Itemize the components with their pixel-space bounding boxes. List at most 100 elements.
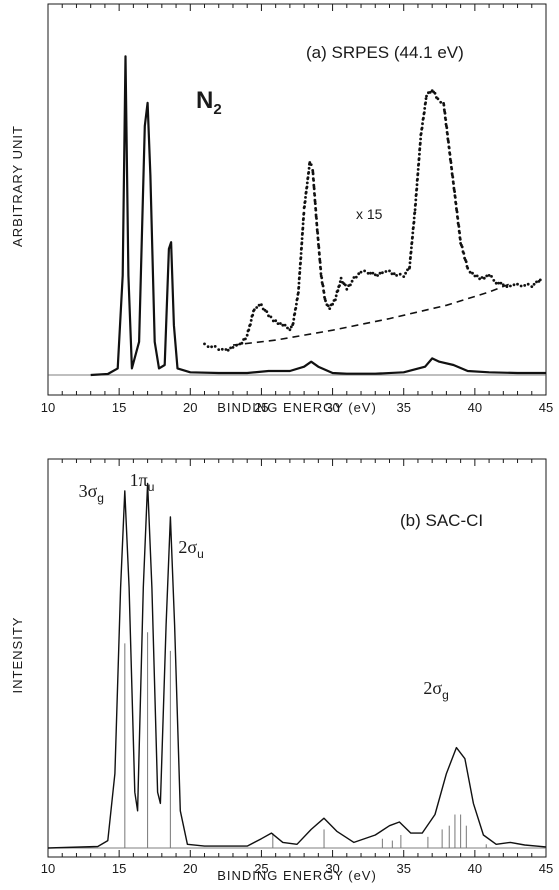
panel-a-dot-point: [251, 313, 255, 317]
panel-a-dot-point: [255, 306, 259, 309]
panel-a-dot-point: [257, 303, 261, 307]
panel-a-dot-point: [279, 322, 282, 325]
panel-a-dot-point: [420, 126, 424, 130]
panel-a-dot-point: [442, 103, 446, 107]
panel-a-dot-point: [300, 237, 304, 241]
panel-a-dot-point: [350, 279, 354, 283]
panel-a-dot-point: [305, 185, 309, 189]
panel-a-dot-point: [366, 271, 370, 275]
panel-a-dot-point: [297, 281, 301, 285]
panel-a-dot-point: [458, 231, 461, 235]
panel-a-dot-point: [298, 276, 301, 280]
panel-a-dot-point: [456, 217, 460, 220]
panel-a-dot-point: [249, 319, 253, 322]
panel-a-dot-point: [532, 282, 536, 286]
panel-a-dot-point: [538, 278, 542, 282]
peak-label-base: 2σ: [423, 678, 442, 698]
panel-a-dot-point: [305, 181, 309, 185]
panel-a-dot-point: [424, 101, 427, 105]
panel-a-dot-point: [466, 266, 470, 270]
panel-a-dot-point: [418, 152, 421, 156]
panel-a-dot-point: [359, 270, 363, 274]
scale-annotation: x 15: [356, 206, 383, 222]
panel-a-dot-point: [492, 279, 496, 282]
panel-a-series-spectrum: [90, 55, 546, 377]
panel-a-tick-label: 45: [539, 400, 553, 415]
panel-a-dot-point: [324, 299, 327, 303]
panel-a-dot-point: [416, 168, 420, 171]
panel-a-dot-point: [317, 246, 321, 250]
panel-a-tick-label: 25: [254, 400, 268, 415]
panel-b-peak-label: 3σg: [79, 481, 104, 505]
panel-a-dot-point: [422, 111, 426, 114]
molecule-label: N2: [196, 87, 222, 118]
panel-a-dot-point: [446, 132, 449, 136]
panel-a-dot-point: [419, 132, 423, 135]
panel-a-dot-point: [249, 323, 252, 326]
panel-a-dot-point: [319, 267, 323, 271]
panel-a-dot-point: [357, 272, 361, 276]
panel-b-tick-label: 30: [325, 861, 339, 876]
molecule-subscript: 2: [213, 101, 221, 118]
panel-a-dot-point: [252, 308, 256, 312]
panel-a-title: (a) SRPES (44.1 eV): [306, 43, 464, 62]
panel-a-dot-point: [494, 281, 498, 285]
panel-a-dot-point: [231, 346, 235, 349]
panel-a-dot-point: [418, 147, 422, 151]
panel-a-dot-point: [454, 202, 458, 206]
panel-a-dot-point: [308, 161, 312, 164]
panel-a-dot-point: [326, 304, 330, 308]
panel-a-dot-point: [312, 187, 316, 191]
panel-a-dot-point: [416, 177, 419, 181]
panel-a-dot-point: [411, 231, 415, 235]
panel-a-series-background: [232, 282, 511, 346]
panel-a-dot-point: [409, 256, 412, 259]
panel-a-dot-point: [406, 268, 409, 272]
panel-a-dot-point: [302, 211, 306, 215]
panel-a-dot-point: [244, 337, 247, 341]
panel-a-dot-point: [260, 303, 263, 307]
panel-a-dot-point: [300, 241, 304, 245]
panel-b-tick-label: 10: [41, 861, 55, 876]
panel-a-dot-point: [530, 285, 534, 288]
panel-a-dot-point: [298, 266, 302, 270]
panel-a-dot-point: [296, 297, 299, 300]
molecule-symbol: N: [196, 87, 213, 114]
panel-a-tick-label: 15: [112, 400, 126, 415]
panel-a-dot-point: [519, 284, 523, 288]
panel-b-series-spectrum: [47, 482, 547, 849]
panel-a-dot-point: [369, 271, 372, 275]
panel-a-dot-point: [318, 261, 322, 264]
panel-a-ticks: 10 15 20 25 30 35 40 45: [41, 4, 553, 415]
panel-a-tick-label: 10: [41, 400, 55, 415]
panel-a-dot-point: [345, 287, 349, 291]
panel-a-dot-point: [423, 107, 427, 110]
panel-a-dot-point: [451, 175, 455, 179]
panel-a-dot-point: [309, 163, 313, 167]
panel-a-dot-point: [339, 276, 343, 280]
panel-a-dot-point: [213, 345, 217, 348]
peak-label-subscript: g: [97, 491, 104, 505]
panel-a-dot-point: [444, 118, 448, 121]
panel-a-dot-point: [301, 222, 305, 226]
peak-label-base: 2σ: [178, 537, 197, 557]
panel-a-tick-label: 20: [183, 400, 197, 415]
panel-a-dot-point: [281, 323, 285, 327]
panel-a-dot-point: [468, 270, 472, 274]
panel-a-dot-point: [371, 271, 375, 275]
panel-a-dot-point: [415, 187, 419, 191]
panel-a-dot-point: [288, 328, 292, 332]
panel-a-dot-point: [203, 342, 206, 346]
panel-a-dot-point: [390, 272, 394, 276]
panel-a-dot-point: [299, 256, 303, 259]
panel-a-dot-point: [411, 235, 414, 239]
panel-a-dot-point: [499, 281, 503, 285]
panel-a-dot-point: [384, 270, 388, 273]
panel-a-tick-label: 40: [468, 400, 482, 415]
panel-a-dot-point: [428, 90, 432, 94]
panel-a-dot-point: [334, 298, 337, 302]
panel-a-dot-point: [421, 122, 424, 126]
panel-a-dot-point: [425, 94, 428, 98]
